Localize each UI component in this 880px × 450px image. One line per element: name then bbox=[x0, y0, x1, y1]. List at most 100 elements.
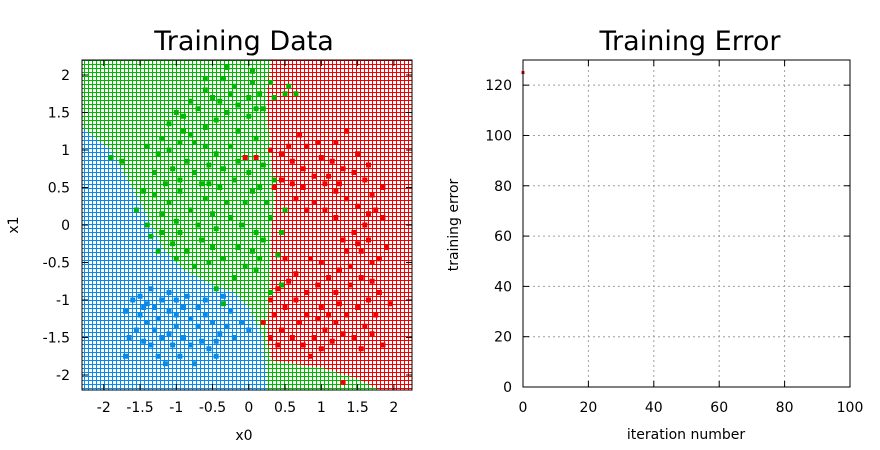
point-red bbox=[318, 346, 324, 352]
point-red bbox=[289, 335, 295, 340]
point-red bbox=[322, 327, 328, 333]
point-green bbox=[199, 237, 205, 243]
point-green bbox=[228, 143, 234, 149]
point-red bbox=[268, 335, 274, 340]
point-blue bbox=[148, 286, 154, 292]
point-red bbox=[380, 185, 386, 190]
point-blue bbox=[141, 338, 147, 344]
point-red bbox=[355, 305, 361, 310]
point-blue bbox=[199, 338, 205, 344]
point-green bbox=[191, 263, 197, 269]
point-green bbox=[257, 91, 263, 97]
point-red bbox=[326, 312, 332, 318]
point-red bbox=[307, 256, 313, 262]
point-green bbox=[224, 200, 230, 205]
point-green bbox=[159, 211, 165, 217]
point-green bbox=[257, 256, 263, 262]
point-red bbox=[376, 290, 382, 295]
point-green bbox=[235, 102, 241, 108]
point-green bbox=[217, 98, 223, 104]
point-green bbox=[206, 162, 212, 168]
point-blue bbox=[228, 308, 234, 314]
point-blue bbox=[213, 353, 219, 359]
point-green bbox=[159, 230, 165, 235]
point-blue bbox=[170, 342, 176, 348]
point-green bbox=[249, 188, 255, 194]
point-blue bbox=[137, 312, 143, 318]
point-red bbox=[344, 312, 350, 318]
point-green bbox=[210, 245, 216, 250]
point-green bbox=[152, 192, 158, 198]
point-green bbox=[202, 125, 208, 130]
point-blue bbox=[173, 312, 179, 318]
point-red bbox=[311, 335, 317, 340]
point-green bbox=[170, 241, 176, 247]
point-green bbox=[210, 211, 216, 217]
y-tick-label: 0 bbox=[61, 218, 70, 234]
point-red bbox=[268, 297, 274, 303]
point-green bbox=[173, 218, 179, 224]
point-green bbox=[253, 136, 259, 142]
point-red bbox=[347, 263, 353, 269]
point-green bbox=[173, 256, 179, 262]
point-green bbox=[177, 177, 183, 183]
point-green bbox=[191, 170, 197, 175]
point-red bbox=[362, 177, 368, 183]
point-green bbox=[173, 110, 179, 115]
point-green bbox=[242, 263, 248, 269]
y-ticks: -2 -1.5 -1 -0.5 0 0.5 1 1.5 2 bbox=[43, 68, 412, 384]
point-blue bbox=[188, 342, 194, 348]
point-green bbox=[253, 267, 259, 273]
point-blue bbox=[152, 327, 158, 333]
point-blue bbox=[155, 353, 161, 359]
y-tick-label: 2 bbox=[61, 68, 70, 84]
point-red bbox=[304, 312, 310, 318]
point-red bbox=[307, 353, 313, 359]
point-green bbox=[249, 80, 255, 85]
x-tick-label: 0 bbox=[519, 400, 528, 416]
point-blue bbox=[210, 320, 216, 325]
point-red bbox=[278, 177, 284, 183]
point-green bbox=[239, 222, 245, 228]
y-axis-label: training error bbox=[446, 178, 462, 271]
point-red bbox=[282, 305, 288, 310]
point-blue bbox=[173, 323, 179, 329]
point-red bbox=[344, 128, 350, 134]
y-axis-label: x1 bbox=[6, 216, 22, 233]
y-tick-label: -2 bbox=[56, 368, 70, 384]
point-green bbox=[199, 181, 205, 187]
point-green bbox=[166, 147, 172, 153]
point-green bbox=[220, 76, 226, 82]
point-green bbox=[235, 158, 241, 164]
point-red bbox=[289, 181, 295, 187]
point-green bbox=[133, 207, 139, 213]
point-red bbox=[304, 143, 310, 149]
point-green bbox=[184, 158, 190, 164]
point-red bbox=[286, 143, 292, 149]
point-blue bbox=[177, 353, 183, 359]
x-tick-label: 1 bbox=[317, 400, 326, 416]
point-red bbox=[380, 342, 386, 348]
point-red bbox=[300, 185, 306, 190]
point-red bbox=[369, 278, 375, 284]
point-green bbox=[166, 200, 172, 205]
point-red bbox=[311, 173, 317, 179]
point-red bbox=[315, 282, 321, 288]
point-blue bbox=[166, 308, 172, 314]
point-blue bbox=[159, 297, 165, 303]
point-blue bbox=[148, 342, 154, 348]
y-tick-label: 100 bbox=[485, 128, 512, 144]
point-green bbox=[108, 155, 114, 160]
point-blue bbox=[159, 335, 165, 340]
point-green bbox=[206, 181, 212, 187]
point-blue bbox=[224, 323, 230, 329]
point-red bbox=[333, 140, 339, 145]
point-blue bbox=[239, 320, 245, 325]
y-tick-label: 60 bbox=[494, 229, 512, 245]
point-red bbox=[365, 297, 371, 303]
training-error-chart: Training Error 0 20 40 60 80 100 0 20 40 60 80 100… bbox=[446, 26, 863, 443]
point-red bbox=[340, 237, 346, 243]
point-red bbox=[293, 196, 299, 202]
point-red bbox=[293, 297, 299, 303]
point-green bbox=[220, 166, 226, 172]
